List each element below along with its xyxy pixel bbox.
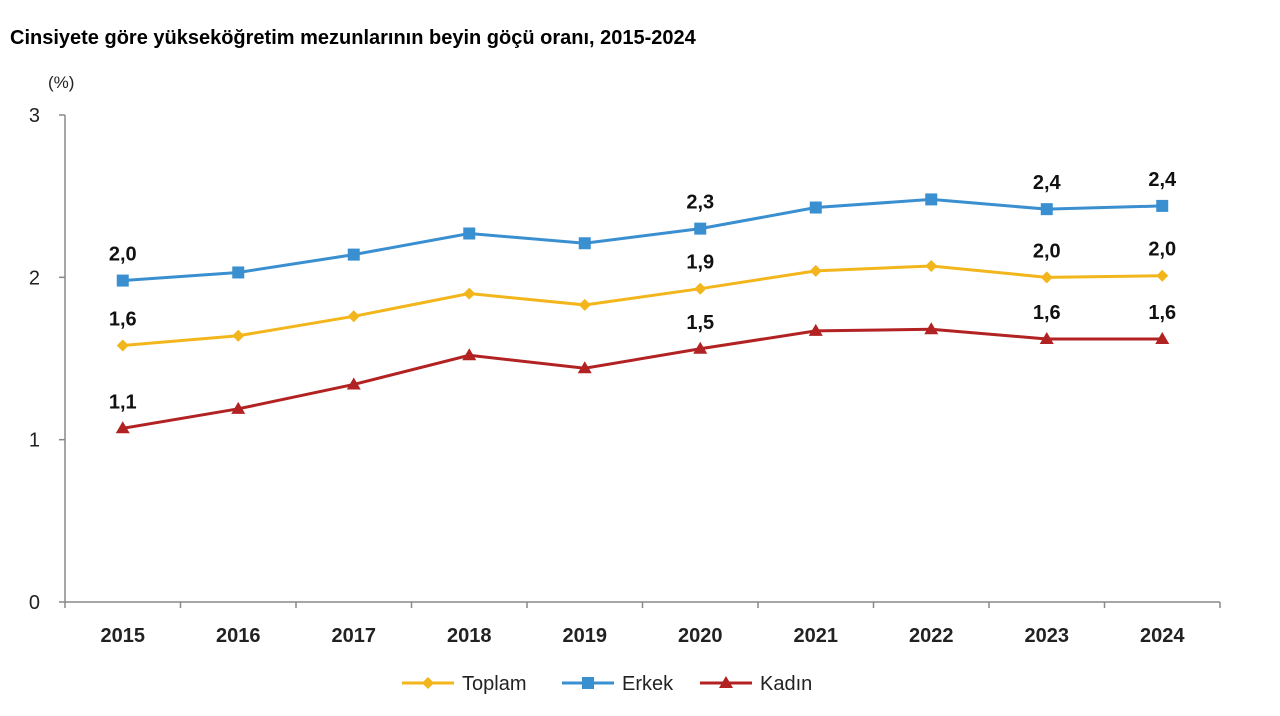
- data-point-square: [925, 193, 938, 206]
- x-tick-label: 2016: [216, 625, 261, 647]
- data-label-erkek: 2,4: [1148, 169, 1177, 191]
- data-point-triangle: [1155, 332, 1170, 345]
- data-label-toplam: 2,0: [1033, 240, 1061, 262]
- series-line-kadn: [122, 327, 1163, 430]
- data-point-square: [347, 248, 360, 261]
- legend-item-toplam: Toplam: [402, 673, 526, 695]
- data-point-diamond: [232, 329, 245, 342]
- legend-label-erkek: Erkek: [622, 673, 674, 695]
- x-tick-label: 2020: [678, 625, 723, 647]
- data-point-square: [1156, 199, 1169, 212]
- y-tick-label: 3: [29, 105, 40, 127]
- x-tick-label: 2017: [332, 625, 377, 647]
- data-label-kadn: 1,1: [109, 391, 137, 413]
- y-tick-label: 2: [29, 267, 40, 289]
- series-erkek: [116, 193, 1169, 287]
- y-axis-unit: (%): [48, 73, 74, 92]
- data-point-diamond: [809, 264, 822, 277]
- data-point-square: [232, 266, 245, 279]
- data-point-square: [582, 677, 594, 689]
- data-label-erkek: 2,4: [1033, 172, 1062, 194]
- data-point-diamond: [925, 259, 938, 272]
- data-point-square: [694, 222, 707, 235]
- data-point-triangle: [115, 421, 130, 434]
- series-line-toplam: [122, 264, 1163, 348]
- data-label-toplam: 1,9: [686, 252, 714, 274]
- data-point-square: [1040, 203, 1053, 216]
- data-point-diamond: [694, 282, 707, 295]
- legend-item-erkek: Erkek: [562, 673, 674, 695]
- data-point-diamond: [578, 298, 591, 311]
- x-tick-label: 2019: [563, 625, 608, 647]
- data-point-triangle: [231, 401, 246, 414]
- x-tick-label: 2018: [447, 625, 492, 647]
- data-point-triangle: [346, 377, 361, 390]
- x-tick-label: 2022: [909, 625, 954, 647]
- data-label-toplam: 1,6: [109, 309, 137, 331]
- chart-title: Cinsiyete göre yükseköğretim mezunlarını…: [10, 27, 697, 49]
- x-tick-label: 2023: [1025, 625, 1070, 647]
- data-label-kadn: 1,5: [686, 312, 714, 334]
- legend-label-kadn: Kadın: [760, 673, 812, 695]
- series-toplam: [116, 259, 1169, 352]
- data-point-diamond: [463, 287, 476, 300]
- data-point-diamond: [1040, 271, 1053, 284]
- data-point-triangle: [1039, 332, 1054, 345]
- data-label-toplam: 2,0: [1148, 239, 1176, 261]
- data-label-erkek: 2,3: [686, 192, 714, 214]
- data-point-diamond: [422, 677, 434, 689]
- data-label-kadn: 1,6: [1148, 302, 1176, 324]
- x-tick-label: 2015: [101, 625, 146, 647]
- series-line-erkek: [122, 197, 1163, 283]
- x-tick-label: 2024: [1140, 625, 1185, 647]
- data-label-kadn: 1,6: [1033, 302, 1061, 324]
- data-point-triangle: [693, 341, 708, 354]
- data-point-square: [809, 201, 822, 214]
- data-point-triangle: [924, 322, 939, 335]
- x-tick-label: 2021: [794, 625, 839, 647]
- data-point-square: [116, 274, 129, 287]
- y-tick-label: 1: [29, 430, 40, 452]
- data-point-diamond: [116, 339, 129, 352]
- y-tick-label: 0: [29, 592, 40, 614]
- data-point-diamond: [1156, 269, 1169, 282]
- legend-item-kadn: Kadın: [700, 673, 812, 695]
- data-point-triangle: [719, 676, 733, 688]
- legend-label-toplam: Toplam: [462, 673, 526, 695]
- data-point-triangle: [577, 361, 592, 374]
- series-kadn: [115, 322, 1170, 434]
- data-point-triangle: [462, 348, 477, 361]
- data-point-square: [463, 227, 476, 240]
- data-point-triangle: [808, 323, 823, 336]
- data-point-diamond: [347, 310, 360, 323]
- data-label-erkek: 2,0: [109, 244, 137, 266]
- data-point-square: [578, 237, 591, 250]
